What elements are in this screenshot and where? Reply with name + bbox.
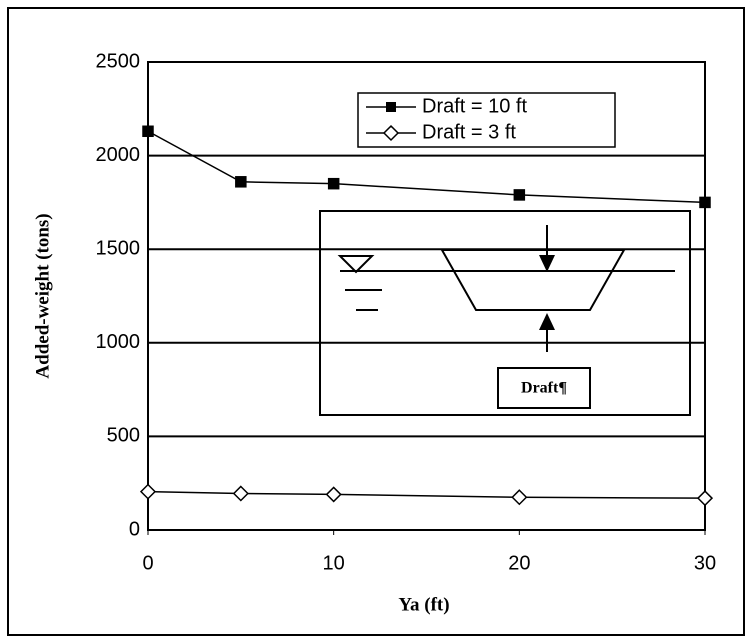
inset-label: Draft¶ <box>521 380 567 397</box>
x-tick-label: 0 <box>142 552 153 574</box>
marker <box>325 486 342 503</box>
series-line <box>147 490 706 499</box>
x-axis-title: Ya (ft) <box>398 594 449 615</box>
y-tick-label: 1000 <box>96 331 141 353</box>
marker <box>139 483 157 500</box>
x-tick-label: 30 <box>694 552 716 574</box>
legend <box>357 92 616 148</box>
frame <box>7 7 745 636</box>
legend-marker <box>382 124 400 142</box>
marker <box>235 176 247 188</box>
marker <box>513 189 526 201</box>
marker <box>327 177 340 190</box>
marker <box>142 125 154 138</box>
legend-label: Draft = 10 ft <box>422 95 527 117</box>
marker <box>232 485 249 502</box>
x-tick-label: 20 <box>508 552 530 574</box>
y-tick-label: 2500 <box>96 50 141 72</box>
y-tick-label: 500 <box>107 425 140 447</box>
y-tick-label: 1500 <box>96 237 141 259</box>
y-axis-title: Added-weight (tons) <box>32 213 53 378</box>
y-tick-label: 2000 <box>96 144 141 166</box>
legend-label: Draft = 3 ft <box>422 121 516 143</box>
legend-marker <box>386 102 396 112</box>
marker <box>511 489 528 506</box>
x-tick-label: 10 <box>323 552 345 574</box>
marker <box>696 490 714 507</box>
inset-diagram <box>319 210 691 416</box>
y-tick-label: 0 <box>129 518 140 540</box>
marker <box>699 196 711 209</box>
